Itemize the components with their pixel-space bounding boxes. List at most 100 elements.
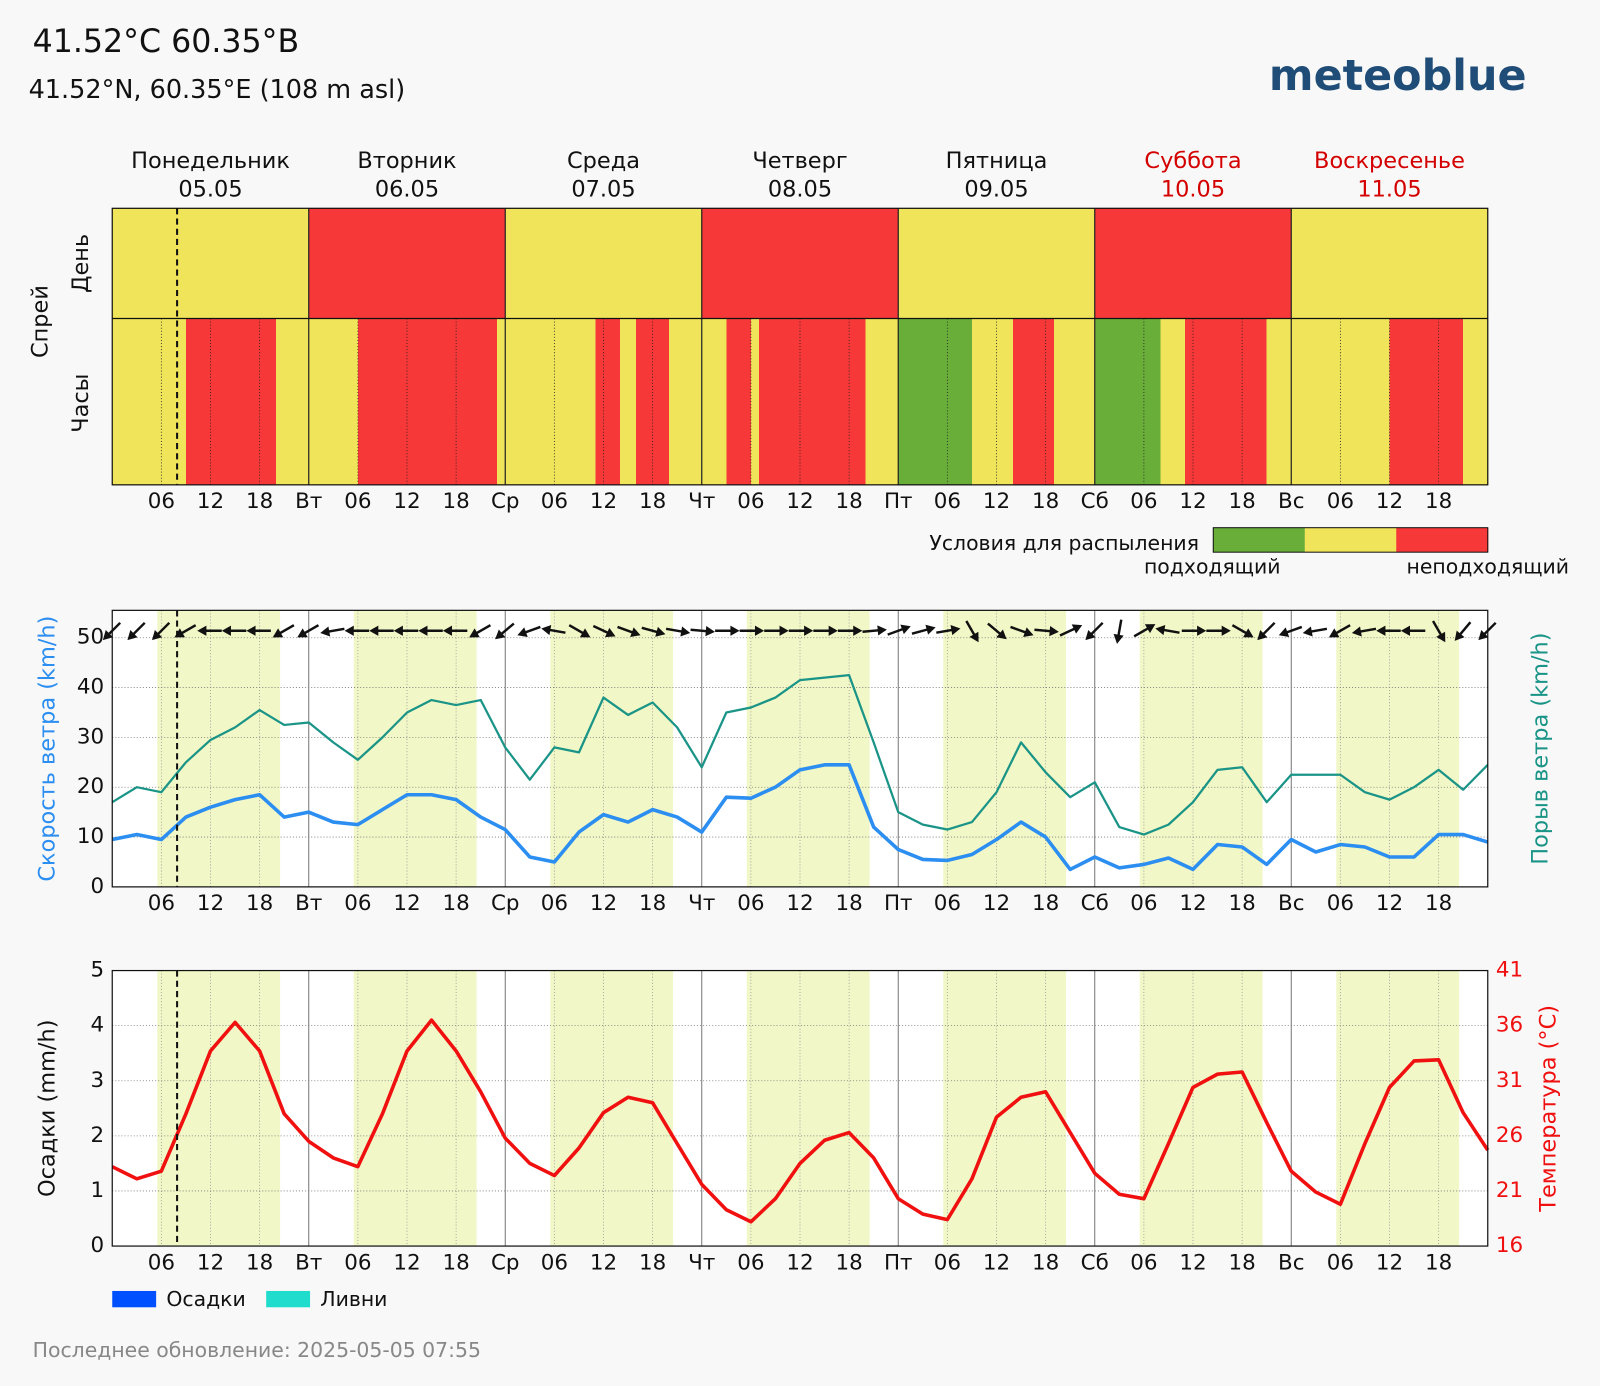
x-tick-label: 18 [639,489,666,514]
wind-arrow [862,625,887,636]
day-date: 09.05 [964,176,1028,202]
hour-cell [1414,318,1423,485]
arrow-head [1376,625,1386,636]
wind-arrow [936,625,961,636]
hour-cell [1463,318,1472,485]
arrow-head [272,628,284,638]
daylight [157,610,281,887]
arrow-head [996,629,1007,640]
daylight [1336,970,1460,1247]
arrow-head [730,625,740,636]
hour-cell [906,318,916,485]
hour-cell [963,318,973,485]
day-cell [1291,208,1488,319]
y-tick-label: 10 [77,824,104,849]
hour-cell [865,318,875,485]
arrow-head [1049,626,1059,637]
x-tick-label: 06 [541,489,568,514]
legend-label: Осадки [166,1287,245,1311]
hour-cell [235,318,244,485]
y-axis-label: Скорость ветра (km/h) [34,616,60,882]
x-tick-label: 06 [737,891,764,916]
hour-cell [341,318,351,485]
x-tick-label: 06 [541,1250,568,1275]
x-tick-label: 12 [393,891,420,916]
subtitle: 41.52°N, 60.35°E (108 m asl) [29,75,406,105]
hour-cell [144,318,154,485]
hour-cell [742,318,752,485]
y-tick-label: 0 [90,1233,104,1258]
hour-cell [1405,318,1415,485]
x-tick-label: 18 [1032,489,1059,514]
day-name: Воскресенье [1314,148,1465,174]
hour-cell [1176,318,1186,485]
hour-cell [955,318,965,485]
x-tick-label: 12 [983,891,1010,916]
legend-swatch [1304,527,1397,553]
hour-cell [431,318,441,485]
hour-cell [595,318,605,485]
wind-arrow [297,624,320,638]
hour-cell [775,318,785,485]
wind-arrow [1278,625,1303,637]
hour-cell [1389,318,1399,485]
hour-cell [357,318,367,485]
x-tick-label: 18 [836,1250,863,1275]
hour-cell [1045,318,1055,485]
wind-arrow [887,624,911,636]
arrow-head [630,627,641,637]
day-cell [112,208,309,319]
hour-cell [243,318,253,485]
hour-cell [1381,318,1391,485]
arrow-head [1454,630,1465,641]
arrow-head [705,626,715,637]
frame [111,969,1489,1247]
arrow-head [1302,626,1313,637]
day-date: 06.05 [375,176,439,202]
hour-cell [1193,318,1202,485]
x-tick-label: 06 [1130,1250,1157,1275]
x-tick-label: 12 [590,489,617,514]
x-tick-label: 06 [1327,1250,1354,1275]
arrow-head [197,625,207,636]
hour-cell [374,318,384,485]
hour-cell [406,318,416,485]
hour-cell [570,318,580,485]
arrow-head [541,625,552,636]
hour-cell [529,318,539,485]
x-tick-label: 06 [1130,489,1157,514]
wind-arrow [911,624,936,635]
hour-cell [636,318,646,485]
wind-arrow [715,625,740,636]
wind-arrow [102,621,122,641]
hour-cell [202,318,212,485]
arrow-head [655,626,666,637]
hour-cell [832,318,842,485]
hour-cell [1274,318,1284,485]
arrow-head [1221,625,1231,636]
arrow-head [1243,628,1254,638]
hour-cell [1127,318,1137,485]
hour-cell [971,318,981,485]
x-tick-label: 06 [934,1250,961,1275]
hour-cell [1471,318,1481,485]
x-tick-label: Чт [688,1250,715,1275]
wind-arrow [813,625,838,636]
legend-label: Ливни [320,1287,387,1311]
hour-cell [194,318,203,485]
arrow-head [221,625,231,636]
wind-arrow [1231,624,1254,638]
arrow-head [1155,625,1166,636]
arrow-head [418,625,428,636]
arrow-head [853,625,863,636]
hour-cell [554,318,564,485]
x-tick-label: 18 [1425,1250,1452,1275]
hour-cell [644,318,654,485]
wind-arrow [617,625,641,637]
x-tick-label: Сб [1081,489,1109,514]
hour-cell [521,318,531,485]
x-tick-label: 18 [1229,891,1256,916]
x-tick-label: 18 [1032,1250,1059,1275]
hour-cell [1160,318,1170,485]
x-tick-label: 12 [1376,489,1403,514]
